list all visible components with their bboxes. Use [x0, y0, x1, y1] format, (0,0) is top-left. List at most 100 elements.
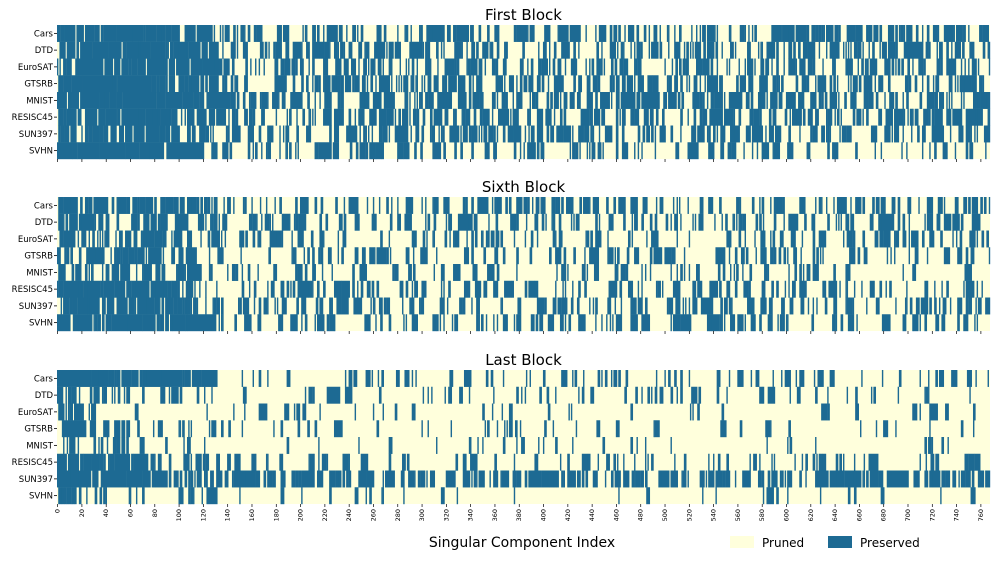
preserved-cell — [810, 92, 815, 109]
preserved-cell — [425, 58, 427, 76]
preserved-cell — [679, 58, 682, 76]
preserved-cell — [154, 197, 157, 214]
preserved-cell — [501, 297, 504, 315]
preserved-cell — [620, 92, 636, 109]
preserved-cell — [228, 108, 230, 126]
x-tick-label: 100 — [175, 509, 183, 521]
preserved-cell — [402, 453, 406, 471]
preserved-cell — [779, 314, 783, 332]
preserved-cell — [915, 75, 918, 93]
preserved-cell — [431, 125, 433, 143]
preserved-cell — [126, 470, 143, 488]
preserved-cell — [370, 247, 375, 265]
preserved-cell — [316, 470, 323, 488]
preserved-cell — [255, 58, 257, 76]
preserved-cell — [88, 197, 93, 214]
preserved-cell — [524, 125, 527, 143]
preserved-cell — [78, 314, 92, 332]
preserved-cell — [826, 470, 829, 488]
preserved-cell — [128, 247, 131, 265]
preserved-cell — [182, 370, 184, 387]
preserved-cell — [895, 297, 897, 315]
preserved-cell — [768, 125, 774, 143]
preserved-cell — [205, 453, 210, 471]
preserved-cell — [816, 108, 819, 126]
preserved-cell — [874, 230, 879, 248]
preserved-cell — [850, 125, 852, 143]
preserved-cell — [457, 75, 466, 93]
preserved-cell — [211, 420, 217, 438]
preserved-cell — [143, 213, 150, 231]
preserved-cell — [454, 314, 459, 332]
preserved-cell — [793, 41, 796, 59]
preserved-cell — [199, 280, 201, 298]
preserved-cell — [101, 75, 114, 93]
preserved-cell — [541, 197, 544, 214]
preserved-cell — [292, 41, 301, 59]
preserved-cell — [319, 92, 321, 109]
preserved-cell — [881, 75, 884, 93]
preserved-cell — [117, 108, 121, 126]
preserved-cell — [833, 75, 836, 93]
preserved-cell — [838, 213, 840, 231]
preserved-cell — [556, 125, 558, 143]
preserved-cell — [372, 403, 375, 421]
preserved-cell — [657, 280, 661, 298]
preserved-cell — [78, 108, 82, 126]
preserved-cell — [919, 453, 921, 471]
preserved-cell — [406, 370, 410, 387]
preserved-cell — [304, 386, 307, 404]
preserved-cell — [595, 314, 597, 332]
preserved-cell — [58, 108, 60, 126]
preserved-cell — [86, 247, 97, 265]
preserved-cell — [739, 75, 747, 93]
preserved-cell — [397, 142, 404, 160]
preserved-cell — [241, 370, 244, 387]
preserved-cell — [620, 297, 623, 315]
preserved-cell — [344, 75, 348, 93]
preserved-cell — [338, 470, 342, 488]
preserved-cell — [69, 437, 75, 454]
preserved-cell — [140, 280, 148, 298]
preserved-cell — [216, 470, 223, 488]
preserved-cell — [496, 197, 502, 214]
preserved-cell — [895, 41, 897, 59]
preserved-cell — [570, 297, 574, 315]
preserved-cell — [551, 197, 556, 214]
preserved-cell — [654, 125, 657, 143]
preserved-cell — [675, 58, 678, 76]
preserved-cell — [719, 197, 722, 214]
preserved-cell — [420, 142, 423, 160]
preserved-cell — [703, 108, 708, 126]
preserved-cell — [204, 197, 208, 214]
preserved-cell — [527, 25, 529, 42]
preserved-cell — [194, 280, 196, 298]
preserved-cell — [171, 247, 176, 265]
preserved-cell — [986, 25, 989, 42]
preserved-cell — [715, 470, 723, 488]
preserved-cell — [235, 75, 239, 93]
preserved-cell — [761, 41, 764, 59]
preserved-cell — [312, 264, 316, 281]
preserved-cell — [929, 297, 932, 315]
preserved-cell — [881, 41, 887, 59]
preserved-cell — [617, 41, 619, 59]
preserved-cell — [312, 41, 320, 59]
preserved-cell — [268, 41, 270, 59]
preserved-cell — [408, 264, 412, 281]
preserved-cell — [952, 213, 957, 231]
preserved-cell — [946, 280, 949, 298]
preserved-cell — [959, 230, 962, 248]
preserved-cell — [816, 297, 818, 315]
preserved-cell — [630, 108, 635, 126]
preserved-cell — [942, 142, 948, 160]
preserved-cell — [555, 386, 557, 404]
preserved-cell — [360, 453, 369, 471]
preserved-cell — [160, 108, 171, 126]
preserved-cell — [359, 142, 366, 160]
preserved-cell — [329, 470, 336, 488]
preserved-cell — [258, 403, 268, 421]
preserved-cell — [800, 58, 806, 76]
preserved-cell — [958, 125, 964, 143]
preserved-cell — [584, 280, 587, 298]
